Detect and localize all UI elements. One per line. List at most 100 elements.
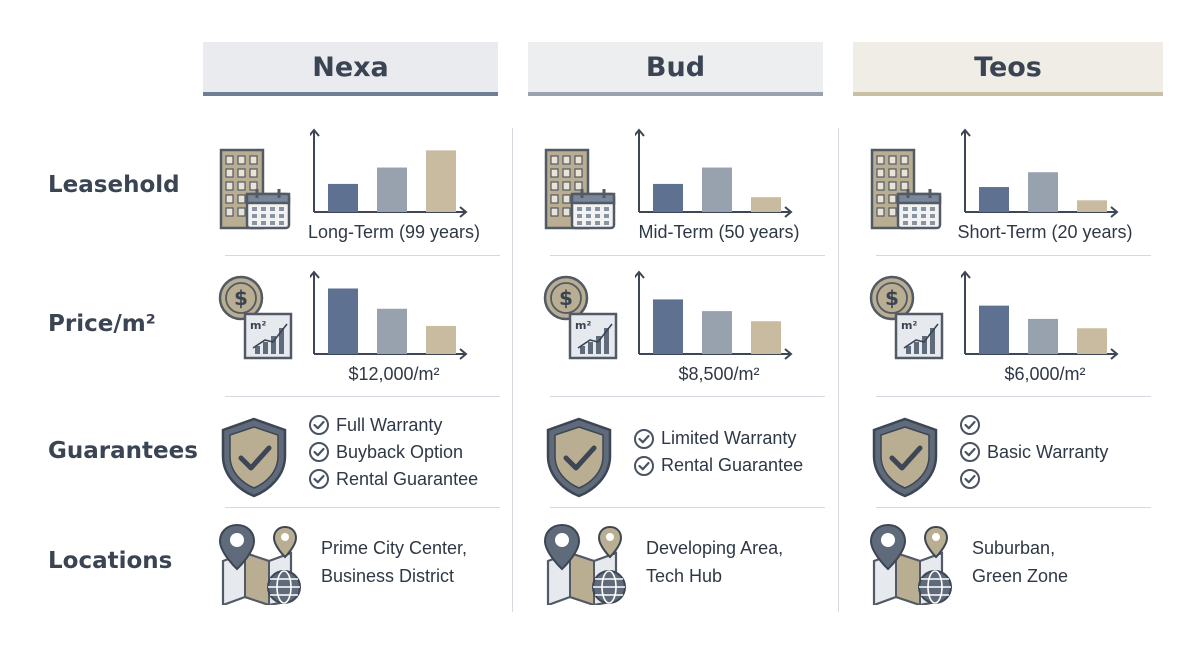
leasehold-caption: Mid-Term (50 years) <box>638 222 800 242</box>
x-axis-arrow <box>784 206 793 218</box>
guarantee-list: Limited Warranty Rental Guarantee <box>633 425 803 479</box>
price-bar-chart <box>635 270 793 360</box>
column-divider <box>512 128 513 612</box>
bar <box>751 197 781 212</box>
location-line-1: Prime City Center, <box>321 538 468 558</box>
svg-text:$: $ <box>559 286 573 310</box>
bar <box>751 321 781 354</box>
x-axis-arrow <box>459 348 468 360</box>
guarantee-item: Full Warranty <box>308 412 478 439</box>
guarantee-list: Basic Warranty <box>959 412 1108 493</box>
bar <box>1077 328 1107 354</box>
row-label-guarantees: Guarantees <box>48 438 198 464</box>
column-title: Bud <box>645 51 706 83</box>
guarantee-label: Basic Warranty <box>987 441 1109 462</box>
column-header-nexa: Nexa <box>203 42 498 96</box>
price-bar-chart <box>961 270 1119 360</box>
check-circle-icon <box>309 442 329 462</box>
row-divider <box>225 507 500 508</box>
shield-check-icon <box>221 417 287 498</box>
y-axis-arrow <box>635 128 645 137</box>
y-axis-arrow <box>635 270 645 279</box>
leasehold-bar-chart <box>310 128 468 218</box>
row-divider <box>550 255 825 256</box>
guarantee-item: Buyback Option <box>308 439 478 466</box>
leasehold-bar-chart <box>635 128 793 218</box>
guarantee-item: Rental Guarantee <box>633 452 803 479</box>
price-caption: $12,000/m² <box>348 364 440 384</box>
guarantee-item: Limited Warranty <box>633 425 803 452</box>
check-circle-icon <box>634 428 654 449</box>
location-text: Developing Area, Tech Hub <box>646 534 783 590</box>
building-calendar-icon <box>544 148 616 230</box>
guarantee-list: Full Warranty Buyback Option Rental Guaran… <box>308 412 478 493</box>
svg-text:$: $ <box>885 286 899 310</box>
shield-check-icon <box>546 417 612 498</box>
location-line-1: Suburban, <box>972 538 1056 558</box>
bar <box>1028 172 1058 212</box>
guarantee-item <box>959 466 1108 493</box>
bar <box>377 308 407 354</box>
bar <box>979 187 1009 212</box>
dollar-chart-icon: $m² <box>543 275 618 360</box>
bar <box>377 167 407 212</box>
location-line-1: Developing Area, <box>646 538 784 558</box>
guarantee-label: Rental Guarantee <box>336 468 479 489</box>
y-axis-arrow <box>961 128 971 137</box>
map-pins-globe-icon <box>869 523 952 605</box>
bar <box>702 311 732 354</box>
bar <box>702 167 732 212</box>
guarantee-item: Basic Warranty <box>959 439 1108 466</box>
map-pins-globe-icon <box>218 523 301 605</box>
column-header-bud: Bud <box>528 42 823 96</box>
guarantee-label: Rental Guarantee <box>661 455 804 475</box>
row-divider <box>876 255 1151 256</box>
column-title: Teos <box>974 51 1042 83</box>
row-label-leasehold: Leasehold <box>48 172 180 198</box>
bar <box>653 299 683 354</box>
guarantee-label: Limited Warranty <box>661 428 797 448</box>
dollar-chart-icon: $m² <box>869 275 944 360</box>
leasehold-caption: Long-Term (99 years) <box>307 222 481 242</box>
column-divider <box>838 128 839 612</box>
bar <box>426 325 456 354</box>
check-circle-icon <box>960 415 980 435</box>
column-header-teos: Teos <box>853 42 1163 96</box>
location-line-2: Green Zone <box>972 566 1069 586</box>
building-calendar-icon <box>219 148 291 230</box>
guarantee-label: Full Warranty <box>336 414 443 435</box>
row-divider <box>225 255 500 256</box>
y-axis-arrow <box>310 128 320 137</box>
building-calendar-icon <box>870 148 942 230</box>
y-axis-arrow <box>310 270 320 279</box>
y-axis-arrow <box>961 270 971 279</box>
bar <box>1028 318 1058 354</box>
guarantee-label: Buyback Option <box>336 441 464 462</box>
row-label-locations: Locations <box>48 548 173 574</box>
price-bar-chart <box>310 270 468 360</box>
row-divider <box>550 396 825 397</box>
map-pins-globe-icon <box>543 523 626 605</box>
bar <box>328 183 358 212</box>
bar <box>328 288 358 354</box>
row-divider <box>876 507 1151 508</box>
location-line-2: Business District <box>321 566 455 586</box>
bar <box>1077 200 1107 212</box>
svg-text:m²: m² <box>250 319 266 332</box>
location-text: Suburban, Green Zone <box>972 534 1068 590</box>
location-line-2: Tech Hub <box>646 566 723 586</box>
row-divider <box>225 396 500 397</box>
bar <box>979 305 1009 354</box>
row-label-price: Price/m² <box>48 311 156 337</box>
bar <box>653 183 683 212</box>
shield-check-icon <box>872 417 938 498</box>
leasehold-caption: Short-Term (20 years) <box>957 222 1133 242</box>
column-title: Nexa <box>312 51 389 83</box>
price-caption: $8,500/m² <box>678 364 760 384</box>
check-circle-icon <box>634 455 654 476</box>
check-circle-icon <box>960 442 980 462</box>
x-axis-arrow <box>784 348 793 360</box>
svg-text:m²: m² <box>575 319 591 332</box>
svg-text:m²: m² <box>901 319 917 332</box>
bar <box>426 150 456 212</box>
